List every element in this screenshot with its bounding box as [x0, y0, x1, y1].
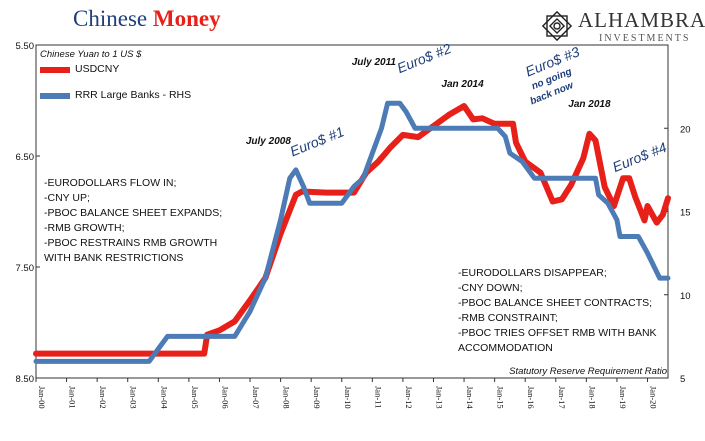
legend-label-rrr: RRR Large Banks - RHS [75, 89, 192, 101]
y-tick-label: 6.50 [16, 152, 35, 163]
x-tick-label: Jan-19 [618, 386, 628, 409]
x-tick-label: Jan-00 [37, 386, 47, 409]
logo-star-icon [541, 10, 573, 42]
y2-tick-label: 10 [680, 291, 691, 302]
x-tick-label: Jan-03 [129, 386, 139, 409]
left-note-line: -PBOC BALANCE SHEET EXPANDS; [44, 207, 223, 219]
x-tick-label: Jan-09 [312, 386, 322, 409]
title-part-2: Money [152, 6, 221, 31]
y-tick-label: 8.50 [16, 374, 35, 385]
annotation-label: Jan 2014 [441, 79, 484, 90]
series-usdcny-line [33, 103, 671, 357]
x-tick-label: Jan-14 [465, 386, 475, 409]
x-tick-label: Jan-16 [526, 386, 536, 409]
title-part-1: Chinese [73, 6, 148, 31]
annotation-label: Euro$ #4 [610, 139, 669, 175]
x-tick-label: Jan-01 [68, 386, 78, 409]
left-note-line: -EURODOLLARS FLOW IN; [44, 177, 177, 189]
x-tick-label: Jan-04 [159, 386, 169, 409]
annotation-label: Euro$ #1 [288, 123, 347, 159]
left-note-line: WITH BANK RESTRICTIONS [44, 252, 184, 264]
alhambra-logo: ALHAMBRA INVESTMENTS [539, 8, 705, 44]
logo-name: ALHAMBRA [578, 8, 705, 32]
x-tick-label: Jan-15 [496, 386, 506, 409]
legend-label-usdcny: USDCNY [75, 63, 120, 75]
y2-tick-label: 15 [680, 208, 691, 219]
x-tick-label: Jan-17 [557, 386, 567, 409]
x-tick-label: Jan-11 [373, 386, 383, 408]
x-tick-label: Jan-05 [190, 386, 200, 409]
legend-swatch-rrr [40, 93, 70, 99]
right-note-line: -PBOC TRIES OFFSET RMB WITH BANK [458, 327, 657, 339]
x-tick-label: Jan-13 [434, 386, 444, 409]
chart-title: Chinese Money [73, 6, 221, 32]
left-note: -EURODOLLARS FLOW IN; -CNY UP; -PBOC BAL… [44, 176, 222, 266]
annotation-label: Jan 2018 [568, 99, 611, 110]
right-axis-label: Statutory Reserve Requirement Ratio [509, 366, 667, 377]
right-note-line: -PBOC BALANCE SHEET CONTRACTS; [458, 297, 653, 309]
right-note-line: -EURODOLLARS DISAPPEAR; [458, 267, 607, 279]
x-tick-label: Jan-02 [98, 386, 108, 409]
annotation-label: July 2008 [246, 136, 291, 147]
left-note-line: -CNY UP; [44, 192, 90, 204]
x-tick-label: Jan-10 [343, 386, 353, 409]
x-tick-label: Jan-06 [220, 386, 230, 409]
x-tick-label: Jan-20 [649, 386, 659, 409]
x-tick-label: Jan-08 [282, 386, 292, 409]
x-tick-label: Jan-12 [404, 386, 414, 409]
right-note-line: ACCOMMODATION [458, 342, 553, 354]
y2-tick-label: 5 [680, 374, 685, 385]
series-rrr-line [33, 100, 671, 364]
logo-subtitle: INVESTMENTS [599, 33, 691, 44]
y-tick-label: 7.50 [16, 263, 35, 274]
left-note-line: -RMB GROWTH; [44, 222, 125, 234]
x-tick-label: Jan-07 [251, 386, 261, 409]
y-axis-label: Chinese Yuan to 1 US $ [40, 49, 142, 60]
right-note-line: -RMB CONSTRAINT; [458, 312, 558, 324]
x-tick-label: Jan-18 [587, 386, 597, 409]
y-tick-label: 5.50 [16, 41, 35, 52]
legend-swatch-usdcny [40, 67, 70, 73]
left-note-line: -PBOC RESTRAINS RMB GROWTH [44, 237, 218, 249]
right-note: -EURODOLLARS DISAPPEAR; -CNY DOWN; -PBOC… [458, 266, 657, 356]
y2-tick-label: 20 [680, 124, 691, 135]
right-note-line: -CNY DOWN; [458, 282, 523, 294]
annotation-label: July 2011 [352, 57, 397, 68]
